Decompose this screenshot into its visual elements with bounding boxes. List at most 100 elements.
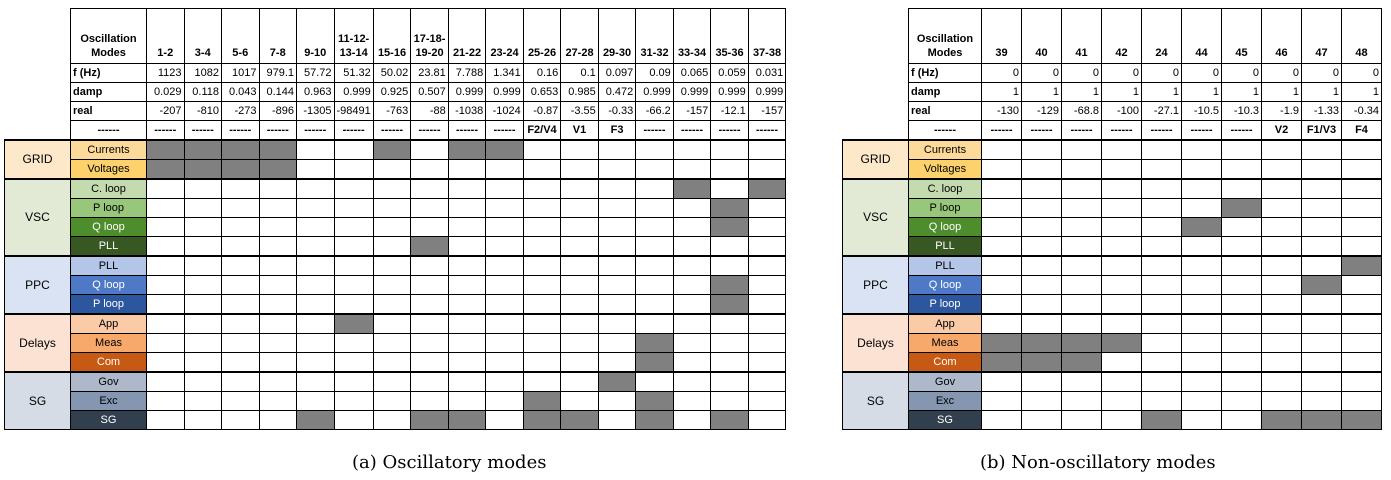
- mode-header: 40: [1021, 8, 1062, 64]
- value-cell: 1: [1061, 82, 1102, 102]
- subsystem-label: SG: [908, 410, 982, 430]
- participation-cell: [258, 217, 297, 237]
- blank-cell: [5, 102, 71, 121]
- participation-cell: [1101, 352, 1142, 373]
- value-cell: 50.02: [372, 63, 412, 83]
- participation-cell: [1141, 139, 1182, 160]
- group-label: SG: [4, 371, 71, 430]
- participation-cell: [1261, 352, 1302, 373]
- participation-cell: [672, 198, 712, 218]
- participation-cell-active: [710, 294, 749, 315]
- group-label: PPC: [842, 255, 909, 315]
- participation-cell: [258, 352, 297, 373]
- participation-cell: [221, 352, 260, 373]
- participation-cell: [1021, 217, 1062, 237]
- value-row: damp 1 1 1 1 1 1 1 1 1 1: [843, 82, 1382, 102]
- subsystem-label: Gov: [908, 371, 982, 392]
- participation-row: Com: [843, 352, 1382, 373]
- value-cell: 0.507: [410, 82, 449, 102]
- participation-cell-active: [522, 391, 562, 411]
- participation-cell: [1301, 198, 1342, 218]
- participation-cell: [258, 313, 297, 334]
- participation-cell: [333, 255, 374, 276]
- participation-cell: [485, 313, 524, 334]
- participation-cell: [981, 139, 1022, 160]
- participation-cell: [1261, 275, 1302, 295]
- participation-row: Voltages: [843, 159, 1382, 180]
- participation-cell: [146, 236, 185, 257]
- participation-cell: [597, 217, 637, 237]
- participation-cell: [597, 236, 637, 257]
- participation-cell: [672, 294, 712, 315]
- value-cell: 0.16: [522, 63, 562, 83]
- participation-cell: [221, 198, 260, 218]
- value-cell: -0.87: [522, 101, 562, 121]
- participation-cell: [1101, 217, 1142, 237]
- value-cell: -157: [747, 101, 787, 121]
- participation-cell: [560, 217, 599, 237]
- participation-cell: [1341, 294, 1382, 315]
- value-cell: 0.043: [221, 82, 260, 102]
- participation-cell: [981, 217, 1022, 237]
- participation-cell: [1101, 255, 1142, 276]
- value-row: real -130 -129 -68.8 -100 -27.1 -10.5 -10.3 -1.9…: [843, 101, 1382, 121]
- participation-cell: [410, 178, 449, 199]
- participation-cell: [372, 275, 412, 295]
- participation-cell: [1141, 198, 1182, 218]
- participation-cell: [710, 159, 749, 180]
- participation-cell-active: [597, 371, 637, 392]
- mode-header: 42: [1101, 8, 1142, 64]
- participation-cell-active: [1341, 410, 1382, 430]
- participation-cell: [522, 333, 562, 353]
- participation-cell: [1181, 198, 1222, 218]
- participation-cell-active: [410, 410, 449, 430]
- group-label: GRID: [842, 139, 909, 180]
- value-cell: 51.32: [333, 63, 374, 83]
- participation-cell: [1181, 371, 1222, 392]
- value-cell: 0: [1181, 63, 1222, 83]
- participation-cell: [635, 371, 674, 392]
- participation-cell: [1181, 178, 1222, 199]
- participation-cell: [672, 391, 712, 411]
- tag-cell: ------: [1101, 120, 1142, 141]
- participation-cell: [981, 255, 1022, 276]
- group-label: Delays: [842, 313, 909, 373]
- participation-cell: [296, 275, 335, 295]
- value-cell: 1082: [183, 63, 222, 83]
- value-cell: 1: [1021, 82, 1062, 102]
- participation-cell: [1021, 371, 1062, 392]
- participation-cell: [146, 410, 185, 430]
- participation-cell: [710, 236, 749, 257]
- participation-cell: [485, 255, 524, 276]
- participation-cell: [410, 371, 449, 392]
- participation-cell: [183, 352, 222, 373]
- value-cell: 0.999: [333, 82, 374, 102]
- participation-row: Meas: [5, 333, 787, 353]
- subsystem-label: App: [70, 313, 147, 334]
- subsystem-label: C. loop: [908, 178, 982, 199]
- subsystem-label: Gov: [70, 371, 147, 392]
- mode-header: 41: [1061, 8, 1102, 64]
- participation-row: Com: [5, 352, 787, 373]
- participation-cell: [981, 275, 1022, 295]
- participation-cell-active: [1221, 198, 1262, 218]
- participation-row: Delays App: [842, 313, 1382, 373]
- participation-row: P loop: [843, 294, 1382, 315]
- blank-cell: [5, 64, 71, 83]
- value-row: f (Hz) 0 0 0 0 0 0 0 0 0 0: [843, 63, 1382, 83]
- participation-row: Exc: [5, 391, 787, 411]
- participation-cell: [747, 217, 787, 237]
- value-cell: -68.8: [1061, 101, 1102, 121]
- participation-row: SG: [5, 410, 787, 430]
- participation-cell: [1141, 391, 1182, 411]
- participation-cell: [447, 159, 487, 180]
- value-cell: 0.999: [485, 82, 524, 102]
- participation-cell: [710, 391, 749, 411]
- participation-cell-active: [183, 139, 222, 160]
- participation-cell: [372, 255, 412, 276]
- participation-cell: [635, 275, 674, 295]
- participation-cell-active: [1261, 410, 1302, 430]
- participation-cell: [183, 313, 222, 334]
- participation-cell: [597, 159, 637, 180]
- value-cell: 0.09: [635, 63, 674, 83]
